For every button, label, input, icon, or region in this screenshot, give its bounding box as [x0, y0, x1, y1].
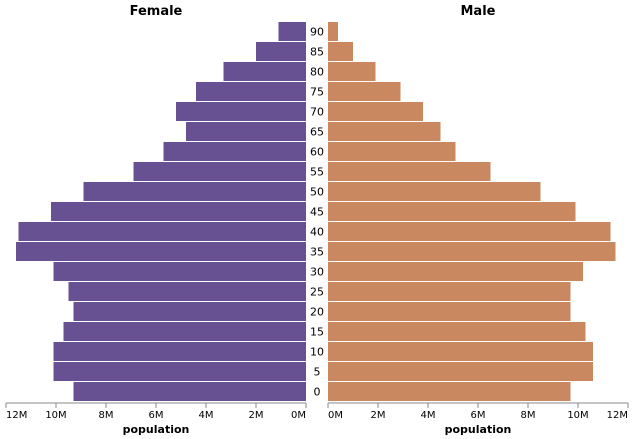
- female-bar-age-30: [53, 262, 306, 281]
- male-bar-age-55: [328, 162, 491, 181]
- bars-group: [16, 22, 616, 401]
- age-label-35: 35: [310, 246, 324, 259]
- age-label-70: 70: [310, 106, 324, 119]
- male-x-axis-title: population: [445, 423, 512, 436]
- female-bar-age-85: [256, 42, 306, 61]
- age-label-15: 15: [310, 326, 324, 339]
- male-bar-age-0: [328, 382, 571, 401]
- female-bar-age-15: [63, 322, 306, 341]
- male-x-tick-label: 10M: [567, 410, 588, 421]
- male-x-tick-label: 0M: [328, 410, 343, 421]
- male-bar-age-70: [328, 102, 423, 121]
- age-label-20: 20: [310, 306, 324, 319]
- female-bar-age-5: [53, 362, 306, 381]
- age-label-25: 25: [310, 286, 324, 299]
- female-panel-title: Female: [130, 4, 183, 19]
- male-bar-age-50: [328, 182, 541, 201]
- female-bar-age-60: [163, 142, 306, 161]
- male-x-tick-label: 6M: [471, 410, 486, 421]
- female-bar-age-80: [223, 62, 306, 81]
- male-bar-age-90: [328, 22, 338, 41]
- female-bar-age-10: [53, 342, 306, 361]
- female-bar-age-50: [83, 182, 306, 201]
- male-bar-age-45: [328, 202, 576, 221]
- male-x-tick-label: 8M: [521, 410, 536, 421]
- age-label-55: 55: [310, 166, 324, 179]
- male-bar-age-20: [328, 302, 571, 321]
- female-bar-age-75: [196, 82, 306, 101]
- male-x-tick-label: 12M: [607, 410, 628, 421]
- female-bar-age-45: [51, 202, 306, 221]
- female-x-tick-label: 10M: [45, 410, 66, 421]
- male-panel-title: Male: [461, 4, 496, 19]
- male-bar-age-15: [328, 322, 586, 341]
- male-bar-age-5: [328, 362, 593, 381]
- age-label-10: 10: [310, 346, 324, 359]
- female-bar-age-70: [176, 102, 306, 121]
- male-x-tick-label: 2M: [371, 410, 386, 421]
- female-bar-age-35: [16, 242, 306, 261]
- male-bar-age-60: [328, 142, 456, 161]
- male-bar-age-65: [328, 122, 441, 141]
- male-bar-age-80: [328, 62, 376, 81]
- male-bar-age-25: [328, 282, 571, 301]
- female-x-tick-label: 2M: [249, 410, 264, 421]
- female-bar-age-40: [18, 222, 306, 241]
- age-label-65: 65: [310, 126, 324, 139]
- female-x-tick-label: 12M: [6, 410, 27, 421]
- age-label-75: 75: [310, 86, 324, 99]
- age-label-60: 60: [310, 146, 324, 159]
- male-bar-age-85: [328, 42, 353, 61]
- age-label-30: 30: [310, 266, 324, 279]
- age-label-45: 45: [310, 206, 324, 219]
- male-bar-age-10: [328, 342, 593, 361]
- female-x-tick-label: 8M: [99, 410, 114, 421]
- female-x-tick-label: 4M: [199, 410, 214, 421]
- female-x-axis-title: population: [123, 423, 190, 436]
- age-label-0: 0: [314, 386, 321, 399]
- male-bar-age-75: [328, 82, 401, 101]
- female-x-tick-label: 6M: [149, 410, 164, 421]
- female-bar-age-20: [73, 302, 306, 321]
- male-bar-age-30: [328, 262, 583, 281]
- axes-group: 12M 10M 8M 6M 4M 2M 0M 0M 2M 4M 6M 8M 10M 12M: [5, 402, 629, 421]
- female-bar-age-90: [278, 22, 306, 41]
- female-bar-age-25: [68, 282, 306, 301]
- male-x-tick-label: 4M: [421, 410, 436, 421]
- male-bar-age-35: [328, 242, 616, 261]
- age-label-90: 90: [310, 26, 324, 39]
- male-bar-age-40: [328, 222, 611, 241]
- female-bar-age-65: [186, 122, 306, 141]
- female-bar-age-55: [133, 162, 306, 181]
- age-label-5: 5: [314, 366, 321, 379]
- age-label-85: 85: [310, 46, 324, 59]
- female-x-tick-label: 0M: [291, 410, 306, 421]
- age-label-80: 80: [310, 66, 324, 79]
- age-label-40: 40: [310, 226, 324, 239]
- age-label-50: 50: [310, 186, 324, 199]
- female-bar-age-0: [73, 382, 306, 401]
